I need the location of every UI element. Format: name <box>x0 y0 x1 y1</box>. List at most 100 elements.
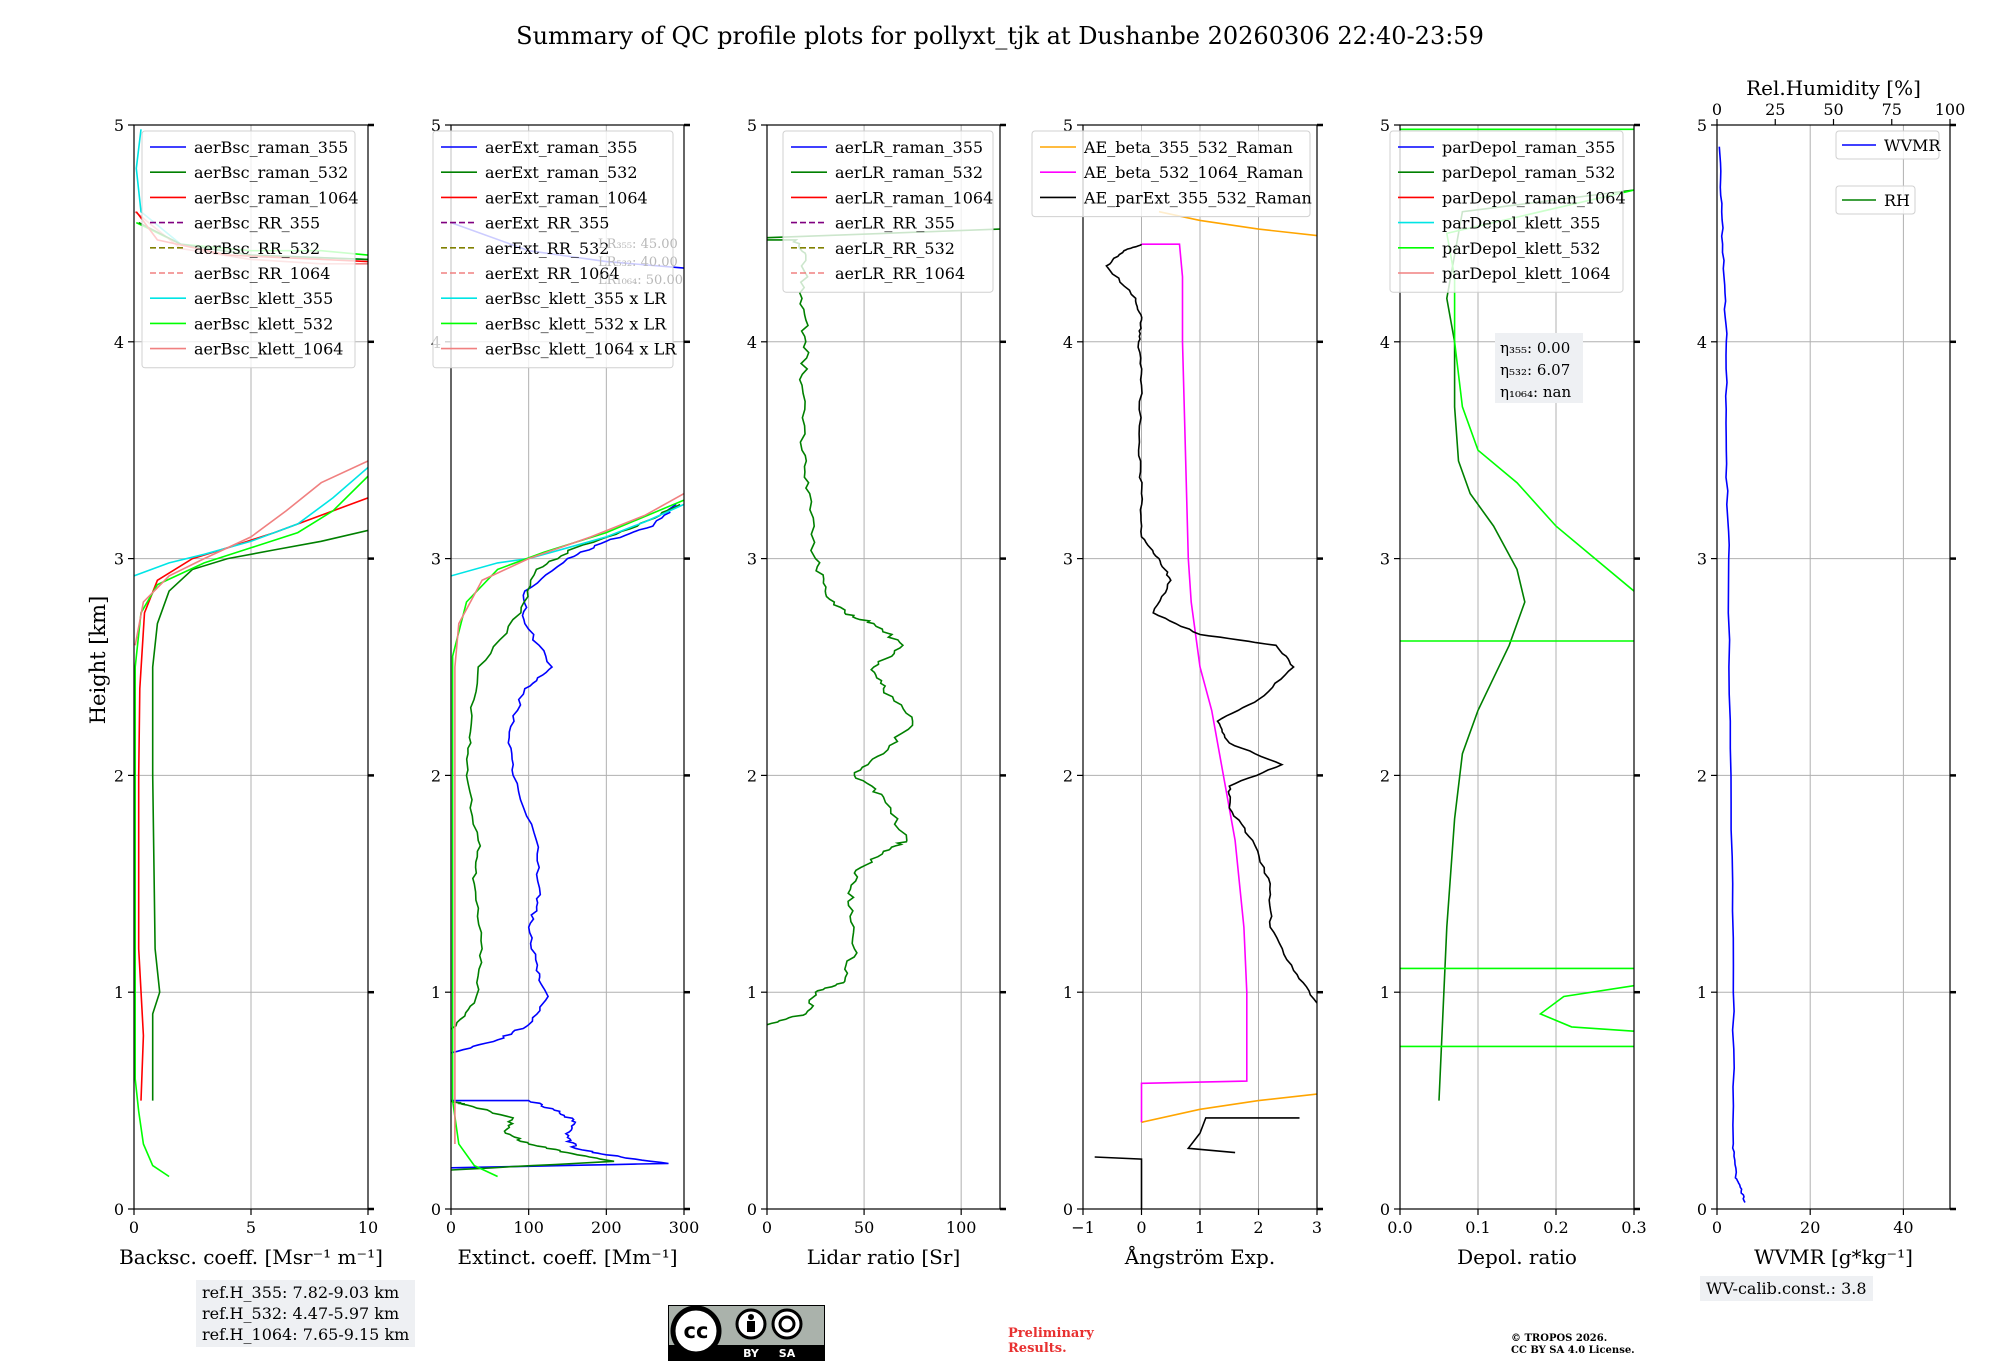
figure-title: Summary of QC profile plots for pollyxt_… <box>516 22 1484 50</box>
series-aerExt_raman_532_main <box>451 503 681 1030</box>
legend-box <box>432 130 674 369</box>
copyright-line-2: CC BY SA 4.0 License. <box>1511 1345 1635 1356</box>
y-tick-label: 2 <box>114 766 124 785</box>
y-tick-label: 1 <box>1380 983 1390 1002</box>
top-x-tick-label: 50 <box>1823 100 1843 119</box>
series-aerBsc_klett_532 <box>134 475 368 1178</box>
legend-label: AE_beta_532_1064_Raman <box>1083 163 1303 182</box>
y-tick-label: 0 <box>1380 1200 1390 1219</box>
series-aerBsc_raman_532 <box>151 529 368 1101</box>
y-tick-label: 4 <box>1697 333 1707 352</box>
x-tick-label: 200 <box>591 1218 622 1237</box>
legend-box <box>1031 130 1311 218</box>
y-tick-label: 0 <box>1697 1200 1707 1219</box>
series-aerBsc_klett_1064 x LR <box>454 492 684 1144</box>
legend-label: aerExt_raman_532 <box>485 163 638 182</box>
y-tick-label: 1 <box>431 983 441 1002</box>
legend-label: WVMR <box>1884 136 1941 155</box>
x-tick-label: 0 <box>762 1218 772 1237</box>
x-tick-label: 0 <box>1712 1218 1722 1237</box>
legend-label: aerBsc_klett_1064 x LR <box>485 340 677 359</box>
top-x-tick-label: 25 <box>1765 100 1785 119</box>
x-tick-label: 10 <box>358 1218 378 1237</box>
legend-label: aerLR_raman_355 <box>835 138 983 157</box>
legend-label: aerBsc_klett_355 <box>194 289 333 308</box>
legend-label: aerExt_RR_1064 <box>485 264 620 283</box>
axes-frame <box>766 124 1001 1210</box>
y-tick-label: 5 <box>114 116 124 135</box>
legend-label: aerBsc_raman_532 <box>194 163 348 182</box>
sa-share-icon <box>771 1308 803 1340</box>
legend-label: parDepol_klett_355 <box>1442 214 1600 233</box>
y-axis-label: Height [km] <box>86 596 110 725</box>
wv-calibration-box: WV-calib.const.: 3.8 <box>1700 1276 1873 1301</box>
y-tick-label: 2 <box>1380 766 1390 785</box>
top-x-tick-label: 75 <box>1882 100 1902 119</box>
y-tick-label: 4 <box>1380 333 1390 352</box>
legend-label: aerExt_RR_532 <box>485 239 609 258</box>
series-AE_beta_532_1064_Raman <box>1140 243 1248 1123</box>
x-tick-label: 0.0 <box>1387 1218 1412 1237</box>
legend-label: parDepol_raman_532 <box>1442 163 1615 182</box>
legend: aerBsc_raman_355 aerBsc_raman_532 aerBsc_r… <box>141 130 359 369</box>
eta-value: η₁₀₆₄: nan <box>1500 383 1571 401</box>
series-aerBsc_klett_355 x LR <box>451 503 684 577</box>
y-tick-label: 2 <box>431 766 441 785</box>
x-tick-label: 100 <box>513 1218 544 1237</box>
legend-label: aerLR_RR_1064 <box>835 264 965 283</box>
series-aerBsc_klett_355 <box>134 466 368 577</box>
legend-label: aerLR_RR_355 <box>835 214 955 233</box>
series-aerBsc_klett_532 x LR <box>451 499 684 1178</box>
lr-annotation: LR₁₀₆₄: 50.00 <box>598 273 683 288</box>
series-aerExt_raman_355 <box>451 1099 669 1169</box>
legend-label: aerBsc_klett_1064 <box>194 340 343 359</box>
y-tick-label: 5 <box>1063 116 1073 135</box>
x-tick-label: 50 <box>854 1218 874 1237</box>
x-axis-label: Extinct. coeff. [Mm⁻¹] <box>457 1245 677 1269</box>
x-tick-label: 1 <box>1195 1218 1205 1237</box>
sa-share-arrow <box>778 1315 796 1333</box>
y-tick-label: 1 <box>1697 983 1707 1002</box>
wv-calibration-text: WV-calib.const.: 3.8 <box>1706 1279 1867 1298</box>
ref-height-355: ref.H_355: 7.82-9.03 km <box>202 1283 400 1302</box>
legend-label: aerBsc_RR_532 <box>194 239 320 258</box>
y-tick-label: 5 <box>747 116 757 135</box>
top-x-axis-label: Rel.Humidity [%] <box>1746 76 1921 100</box>
legend-label: parDepol_raman_355 <box>1442 138 1615 157</box>
series-WVMR <box>1718 146 1746 1203</box>
y-tick-label: 1 <box>114 983 124 1002</box>
x-tick-label: 0 <box>129 1218 139 1237</box>
y-tick-label: 1 <box>747 983 757 1002</box>
legend-label: AE_parExt_355_532_Raman <box>1083 188 1312 207</box>
y-tick-label: 0 <box>114 1200 124 1219</box>
top-x-tick-label: 100 <box>1935 100 1966 119</box>
series-AE_parExt_low2 <box>1094 1156 1143 1209</box>
x-tick-label: 2 <box>1253 1218 1263 1237</box>
legend-label: parDepol_klett_1064 <box>1442 264 1611 283</box>
eta-value: η₃₅₅: 0.00 <box>1500 339 1570 357</box>
axes-frame <box>450 124 685 1210</box>
y-tick-label: 4 <box>747 333 757 352</box>
y-tick-label: 3 <box>431 550 441 569</box>
legend-label: parDepol_klett_532 <box>1442 239 1600 258</box>
legend-label: aerBsc_klett_532 x LR <box>485 314 667 333</box>
cc-license-badge: cc BY SA <box>668 1305 825 1361</box>
legend-label: aerBsc_RR_355 <box>194 214 320 233</box>
axes-frame <box>1716 124 1951 1210</box>
y-tick-label: 4 <box>114 333 124 352</box>
legend-label: aerBsc_RR_1064 <box>194 264 330 283</box>
copyright-line-1: © TROPOS 2026. <box>1511 1333 1608 1344</box>
legend-box <box>1835 130 1940 160</box>
x-tick-label: 0.3 <box>1621 1218 1646 1237</box>
x-tick-label: 5 <box>246 1218 256 1237</box>
x-axis-label: Backsc. coeff. [Msr⁻¹ m⁻¹] <box>119 1245 383 1269</box>
panel-lr: 0 50 100 0 1 2 3 4 5 Lidar ratio [Sr] aerLR_raman_… <box>747 116 1006 1269</box>
y-tick-label: 0 <box>431 1200 441 1219</box>
reference-height-box: ref.H_355: 7.82-9.03 km ref.H_532: 4.47-… <box>196 1280 416 1347</box>
y-tick-label: 3 <box>747 550 757 569</box>
eta-value: η₅₃₂: 6.07 <box>1500 361 1570 379</box>
panel-wv: 0 20 40 0 1 2 3 4 5 WVMR [g*kg⁻¹] 0 25 50 75 100 Rel.Hu… <box>1697 76 1966 1269</box>
x-tick-label: 20 <box>1800 1218 1820 1237</box>
series-AE_parExt_355_532_Raman_low <box>1186 1117 1300 1154</box>
